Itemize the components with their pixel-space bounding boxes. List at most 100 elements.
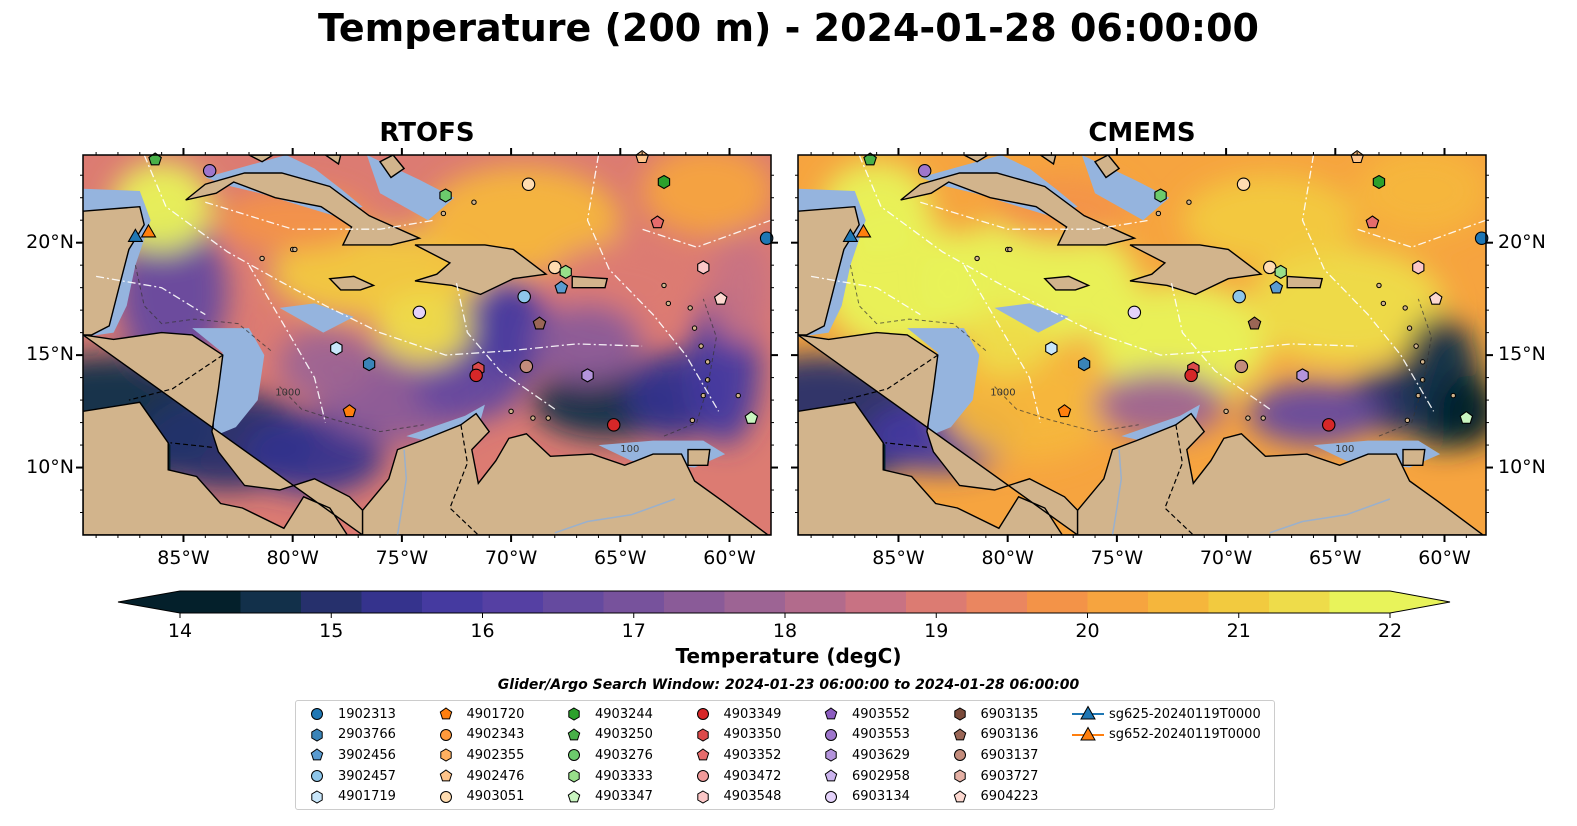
legend-entry: 3902456 bbox=[300, 745, 396, 765]
lon-tick-label: 75°W bbox=[1090, 547, 1144, 569]
float-marker bbox=[917, 163, 932, 178]
hexagon-marker-icon bbox=[568, 707, 580, 721]
legend-label: 4903333 bbox=[595, 768, 653, 784]
legend-label: 4902343 bbox=[466, 727, 525, 743]
lat-tick-label: 10°N bbox=[1498, 455, 1546, 478]
circle-marker-icon bbox=[696, 708, 709, 720]
legend-entry: 4903349 bbox=[686, 704, 782, 724]
float-marker bbox=[127, 228, 144, 242]
float-marker bbox=[744, 410, 759, 424]
float-marker bbox=[697, 260, 710, 275]
legend-label: 6903136 bbox=[980, 727, 1039, 743]
legend-label: 4902476 bbox=[466, 768, 525, 784]
float-marker bbox=[202, 163, 217, 178]
legend-entry: 6903137 bbox=[943, 745, 1039, 765]
hexagon-marker-icon bbox=[825, 748, 837, 762]
legend-label: 6904223 bbox=[980, 789, 1039, 805]
float-marker bbox=[759, 231, 774, 245]
float-marker bbox=[1127, 305, 1142, 320]
float-marker bbox=[855, 223, 872, 238]
hexagon-marker-icon bbox=[696, 790, 709, 804]
legend-entry: 4902476 bbox=[429, 766, 525, 786]
colorbar-tick-label: 15 bbox=[319, 620, 344, 642]
legend-entry: 6903135 bbox=[943, 704, 1038, 724]
legend-label: 6902958 bbox=[852, 768, 910, 784]
legend-entry: 2903766 bbox=[300, 725, 396, 745]
lon-tick-label: 85°W bbox=[157, 547, 210, 569]
legend-entry: sg625-20240119T0000 bbox=[1071, 704, 1261, 724]
legend-label: 6903137 bbox=[980, 747, 1039, 763]
legend-label: 4901719 bbox=[338, 789, 396, 805]
legend-entry: sg652-20240119T0000 bbox=[1071, 725, 1261, 745]
colorbar bbox=[117, 590, 1451, 618]
float-marker bbox=[148, 152, 162, 166]
float-marker bbox=[1057, 404, 1072, 418]
circle-marker-icon bbox=[568, 749, 580, 762]
legend-label: 4903629 bbox=[852, 747, 910, 763]
colorbar-tick-label: 18 bbox=[772, 620, 798, 642]
legend-entry: 4903472 bbox=[686, 766, 781, 786]
float-marker bbox=[548, 260, 562, 275]
panel-title-cmems: CMEMS bbox=[1088, 118, 1196, 148]
legend-entry: 4902343 bbox=[429, 725, 525, 745]
lon-tick-label: 60°W bbox=[703, 547, 756, 569]
legend-label: 4903250 bbox=[595, 727, 653, 743]
float-marker bbox=[1247, 316, 1262, 330]
lon-tick-label: 85°W bbox=[872, 547, 925, 569]
colorbar-tick-label: 22 bbox=[1377, 620, 1403, 642]
contour-label: 1000 bbox=[990, 388, 1015, 399]
hexagon-marker-icon bbox=[696, 728, 709, 742]
hexagon-marker-icon bbox=[311, 728, 323, 742]
legend-label: sg625-20240119T0000 bbox=[1109, 706, 1261, 722]
colorbar-tick-label: 14 bbox=[167, 620, 193, 642]
legend-label: 4902355 bbox=[466, 747, 525, 763]
float-marker bbox=[1263, 260, 1277, 275]
float-marker bbox=[1296, 368, 1309, 383]
float-marker bbox=[362, 356, 376, 372]
lat-tick-label: 15°N bbox=[26, 343, 74, 366]
lon-tick-label: 65°W bbox=[1309, 547, 1362, 569]
legend-entry: 4903552 bbox=[814, 704, 910, 724]
hexagon-marker-icon bbox=[953, 707, 966, 721]
float-marker bbox=[469, 368, 483, 383]
float-marker bbox=[1372, 174, 1386, 190]
lat-tick-label: 20°N bbox=[26, 230, 74, 253]
float-marker bbox=[330, 341, 343, 356]
legend-entry: 4902355 bbox=[429, 745, 525, 765]
lon-tick-label: 70°W bbox=[1199, 547, 1253, 569]
rtofs-map: 1000 100 bbox=[76, 148, 778, 542]
float-marker bbox=[1077, 356, 1091, 372]
legend-label: 4903051 bbox=[466, 789, 525, 805]
pentagon-marker-icon bbox=[439, 707, 452, 720]
hexagon-marker-icon bbox=[311, 790, 323, 804]
pentagon-marker-icon bbox=[696, 748, 709, 761]
legend-label: 4903347 bbox=[595, 789, 653, 805]
legend-label: 4903552 bbox=[852, 706, 910, 722]
colorbar-title: Temperature (degC) bbox=[675, 644, 902, 668]
float-marker bbox=[1184, 368, 1198, 383]
circle-marker-icon bbox=[825, 728, 837, 741]
colorbar-tick-label: 21 bbox=[1226, 620, 1251, 642]
pentagon-marker-icon bbox=[439, 769, 452, 782]
panel-title-rtofs: RTOFS bbox=[379, 118, 475, 148]
legend-entry: 6902958 bbox=[814, 766, 910, 786]
legend-entry: 4903350 bbox=[686, 725, 781, 745]
float-marker bbox=[606, 418, 621, 432]
float-marker bbox=[1154, 188, 1167, 203]
legend-label: 6903134 bbox=[852, 789, 910, 805]
float-marker bbox=[1234, 359, 1249, 374]
circle-marker-icon bbox=[311, 708, 323, 720]
lon-tick-label: 65°W bbox=[594, 547, 647, 569]
float-marker bbox=[521, 177, 536, 191]
colorbar-tick-label: 16 bbox=[470, 620, 495, 642]
lon-tick-label: 80°W bbox=[266, 547, 319, 569]
float-marker bbox=[1232, 289, 1246, 304]
contour-label: 100 bbox=[620, 444, 639, 455]
cmems-map: 1000 100 bbox=[791, 148, 1493, 542]
legend-entry: 4903250 bbox=[557, 725, 653, 745]
legend-label: 4901720 bbox=[466, 706, 525, 722]
circle-marker-icon bbox=[953, 749, 966, 762]
pentagon-marker-icon bbox=[824, 769, 838, 782]
legend-entry: 4903244 bbox=[557, 704, 653, 724]
legend-label: 4903349 bbox=[723, 706, 782, 722]
